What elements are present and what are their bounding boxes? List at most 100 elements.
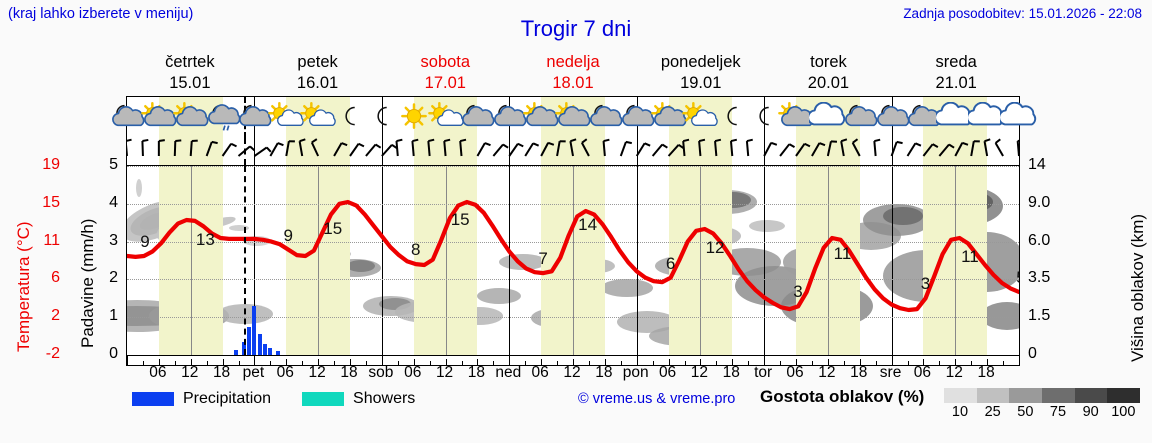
weather-icon-moon-cloud — [235, 97, 273, 139]
cloud-density-step — [1042, 388, 1075, 403]
weather-icon-sun — [395, 97, 433, 139]
x-axis-label: ned — [495, 364, 522, 381]
day-separator — [509, 138, 511, 165]
daylight-band — [923, 166, 988, 355]
day-name: ponedeljek — [660, 53, 741, 71]
precipitation-tick-label: 3 — [109, 231, 118, 249]
page-title: Trogir 7 dni — [520, 16, 632, 41]
precipitation-tick-label: 1 — [109, 307, 118, 325]
temperature-curve — [127, 199, 1019, 313]
x-tick — [461, 361, 463, 365]
day-header-5: ponedeljek 19.01 — [637, 52, 765, 96]
x-axis-label: 18 — [977, 364, 995, 381]
x-tick — [381, 356, 383, 365]
x-axis-label: 12 — [181, 364, 199, 381]
cloud-density-tick: 10 — [951, 404, 969, 420]
x-axis-label: 12 — [563, 364, 581, 381]
x-tick — [1019, 356, 1020, 365]
weather-icon-moon-cloud — [873, 97, 911, 139]
day-name: četrtek — [165, 53, 215, 71]
x-tick — [206, 361, 208, 365]
temperature-value-label: 7 — [538, 249, 548, 269]
weather-icon-moon-cloud — [490, 97, 528, 139]
x-tick — [477, 359, 479, 365]
precipitation-tick-label: 0 — [109, 345, 118, 362]
day-separator — [254, 166, 256, 355]
cloud-height-tick-label: 9.0 — [1028, 193, 1051, 211]
x-tick — [350, 359, 351, 365]
cloud-density-tick: 75 — [1049, 404, 1067, 420]
daylight-band — [413, 166, 478, 355]
x-tick — [397, 361, 399, 365]
precipitation-bar — [257, 334, 262, 355]
current-time-marker — [243, 166, 246, 355]
cloud-density-step — [1009, 388, 1043, 403]
x-axis-label: 06 — [531, 364, 549, 381]
x-axis-label: sre — [879, 364, 902, 381]
x-tick — [493, 361, 495, 365]
x-tick — [971, 361, 973, 365]
x-axis-label: 06 — [276, 364, 294, 381]
precipitation-bar — [276, 351, 281, 355]
cloud-height-tick-label: 14 — [1028, 156, 1046, 173]
x-tick — [525, 361, 527, 365]
weather-icon-band — [112, 96, 1037, 139]
temperature-tick-label: 6 — [51, 269, 60, 287]
weather-icon-moon-cloud-rain — [204, 97, 242, 139]
x-axis-label: 12 — [435, 364, 454, 381]
x-tick — [891, 356, 893, 365]
weather-icon-moon-cloud — [108, 97, 146, 139]
x-tick — [286, 359, 288, 365]
cloud-density-scale-labels: 10 25 50 75 90 100 — [944, 404, 1152, 422]
horizontal-gridline — [127, 166, 1019, 167]
x-tick — [1003, 361, 1005, 365]
noon-gridline — [573, 166, 574, 355]
x-axis-labels: 06 12 18 pet 06 12 18 sob 06 12 18 ned 06 12 18 pon 06 12… — [126, 364, 1020, 384]
precipitation-tick-label: 5 — [109, 156, 118, 173]
precipitation-bar — [263, 343, 268, 355]
precipitation-bar — [268, 348, 273, 355]
day-header-1: četrtek 15.01 — [126, 52, 254, 96]
x-axis-label: tor — [754, 364, 773, 381]
precipitation-swatch — [132, 392, 174, 406]
x-axis-label: 06 — [404, 364, 422, 381]
day-date: 16.01 — [296, 74, 339, 92]
temperature-tick-label: 11 — [43, 231, 60, 249]
weather-icon-sun-cloud — [777, 97, 815, 139]
day-header-row: četrtek 15.01 petek 16.01 sobota 17.01 nedelja… — [126, 52, 1020, 96]
x-axis-label: 18 — [595, 364, 613, 381]
daylight-band — [923, 138, 988, 165]
weather-icon-sun-cloud — [172, 97, 210, 139]
cloud-density-tick: 25 — [984, 404, 1001, 420]
weather-icon-moon-cloud — [618, 97, 656, 139]
day-header-4: nedelja 18.01 — [509, 52, 637, 96]
x-tick — [541, 359, 543, 365]
cloud-density-scale — [944, 388, 1141, 403]
precipitation-legend-label: Precipitation — [183, 390, 272, 407]
weather-icon-moon-cloud — [458, 97, 496, 139]
day-date: 21.01 — [935, 74, 977, 92]
x-tick — [174, 361, 176, 365]
x-tick — [652, 361, 654, 365]
precipitation-tick-label: 2 — [109, 269, 118, 287]
x-tick — [238, 361, 240, 365]
x-axis-label: 12 — [308, 364, 326, 381]
day-separator — [891, 138, 893, 165]
temperature-value-label: 13 — [195, 230, 215, 250]
temperature-value-label: 12 — [705, 237, 725, 257]
cloud-height-tick-label: 3.5 — [1028, 269, 1051, 287]
copyright-text: © vreme.us & vreme.pro — [578, 391, 736, 407]
x-tick — [557, 361, 559, 365]
noon-gridline — [318, 166, 320, 355]
noon-gridline — [955, 166, 957, 355]
x-tick — [302, 361, 304, 365]
x-tick — [748, 361, 750, 365]
noon-gridline — [700, 166, 702, 355]
x-tick — [700, 359, 702, 365]
day-date: 20.01 — [807, 74, 850, 92]
temperature-value-label: 11 — [833, 243, 852, 263]
cloud-density-step — [944, 388, 977, 403]
day-separator — [764, 166, 766, 355]
day-separator — [891, 166, 893, 355]
x-tick — [859, 359, 861, 365]
